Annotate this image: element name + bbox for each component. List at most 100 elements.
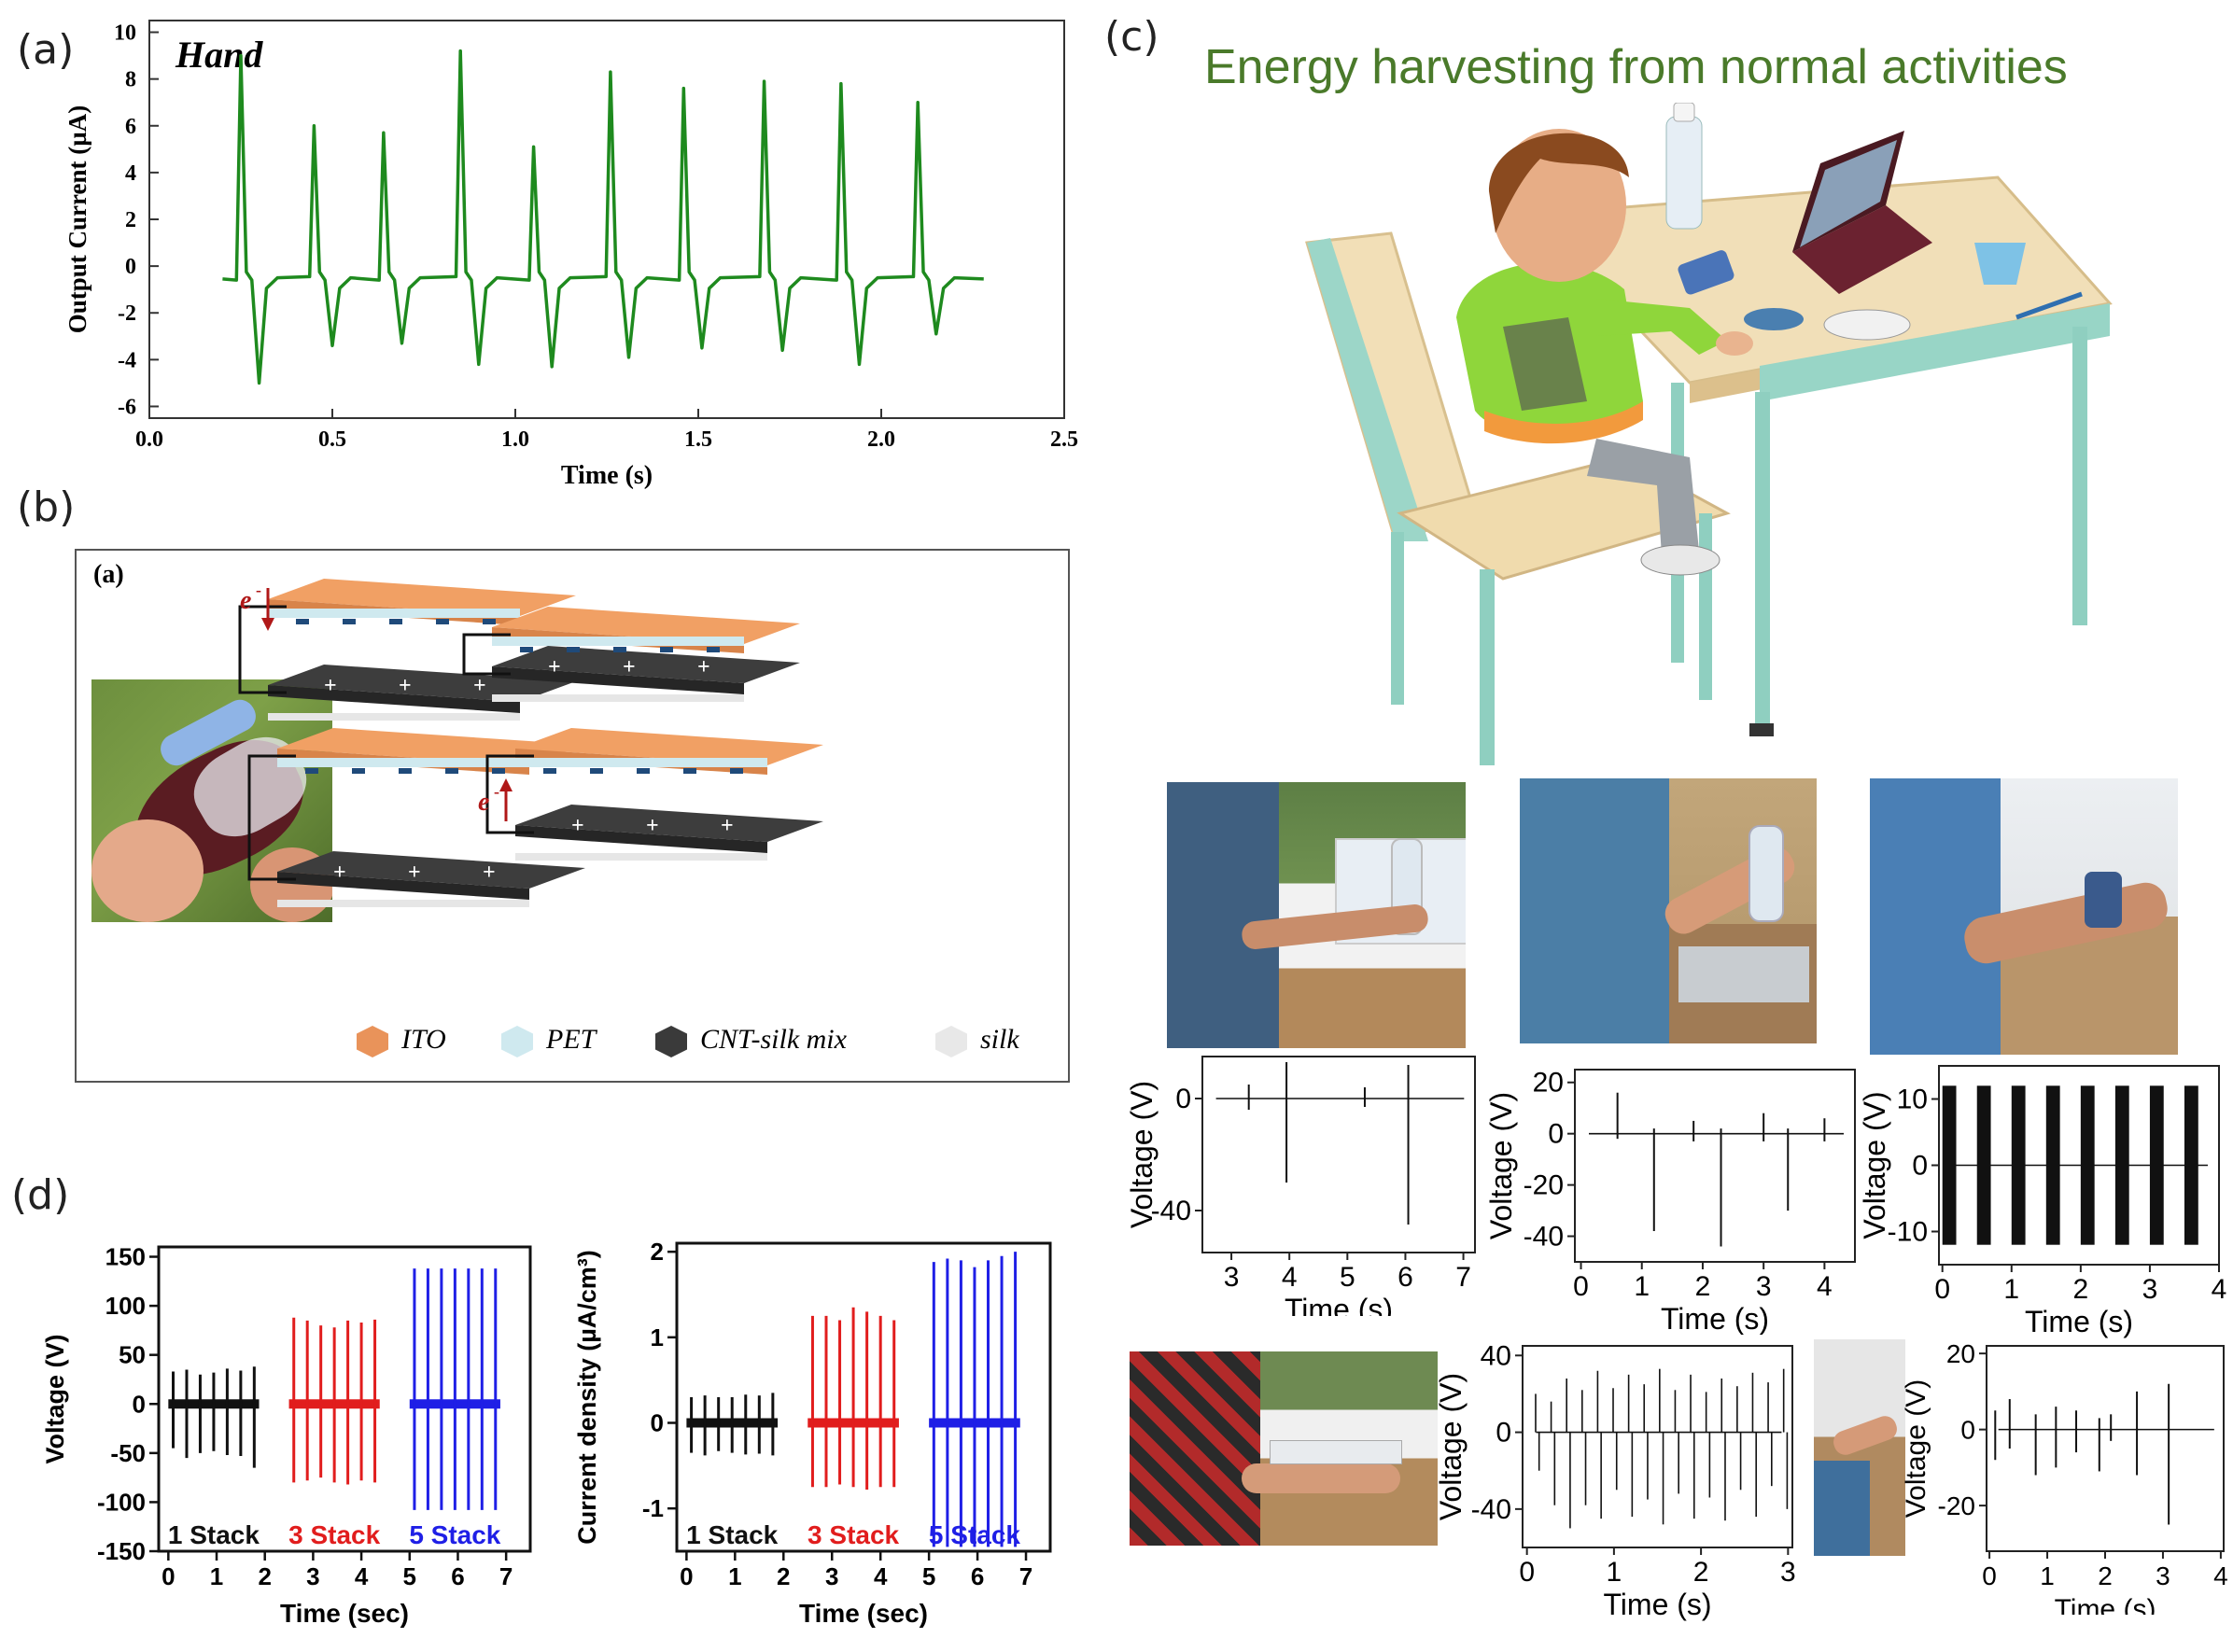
x-tick-label: 4	[1817, 1271, 1833, 1302]
positive-charge: +	[571, 814, 584, 838]
positive-charge: +	[408, 861, 421, 885]
peak-point	[763, 79, 766, 83]
harvester-device	[1503, 317, 1587, 411]
positive-charge: +	[548, 655, 561, 679]
negative-charge	[445, 768, 458, 774]
pet-layer	[492, 637, 744, 646]
cnt-silk-layer-edge	[277, 872, 529, 900]
panel-b-sublabel: (a)	[93, 560, 124, 589]
laptop-base	[1792, 205, 1932, 294]
peak-point	[382, 131, 386, 134]
y-tick-label: -20	[1938, 1491, 1975, 1520]
x-tick-label: 0	[162, 1562, 175, 1590]
panel-c-title: Energy harvesting from normal activities	[1204, 40, 2068, 94]
x-axis-label: Time (sec)	[799, 1599, 928, 1628]
negative-charge	[707, 647, 720, 652]
ito-layer-top	[268, 579, 576, 616]
x-tick-label: 2	[2073, 1274, 2089, 1305]
pet-layer	[268, 609, 520, 618]
y-tick-label: -40	[1471, 1494, 1511, 1525]
y-tick-label: 10	[1897, 1085, 1928, 1115]
x-axis-label: Time (s)	[1603, 1588, 1711, 1621]
peak-point	[681, 87, 685, 91]
voltage-burst	[1976, 1085, 1991, 1245]
y-tick-label: -40	[1524, 1222, 1564, 1253]
x-tick-label: 1	[1634, 1271, 1650, 1302]
triboelectric-cycle-diagram: + + ++ + ++ + ++ + +e -e -	[238, 579, 823, 907]
positive-charge: +	[324, 674, 337, 698]
y-tick-label: 0	[1175, 1084, 1191, 1114]
x-axis-label: Time (s)	[1661, 1302, 1769, 1335]
x-tick-label: 2	[258, 1562, 271, 1590]
y-tick-label: -2	[118, 301, 136, 326]
positive-charge: +	[646, 814, 659, 838]
cnt-silk-layer-top	[515, 805, 823, 842]
ito-swatch-icon	[357, 1026, 388, 1057]
cnt-silk-layer-top	[492, 646, 800, 683]
photo-typing	[1130, 1351, 1438, 1546]
chair-leg	[1480, 569, 1495, 765]
y-tick-label: -150	[97, 1537, 146, 1565]
x-tick-label: 6	[1397, 1262, 1413, 1293]
panel-a-label: (a)	[17, 26, 75, 74]
y-tick-label: 150	[105, 1243, 146, 1271]
x-tick-label: 0	[680, 1562, 693, 1590]
harvester-belt	[1484, 401, 1643, 444]
peak-point	[312, 124, 316, 128]
y-axis-label: Voltage (V)	[1130, 1081, 1159, 1228]
y-tick-label: 0	[1548, 1119, 1564, 1150]
negative-charge	[343, 619, 356, 624]
negative-charge	[389, 619, 402, 624]
pet-layer	[515, 758, 767, 767]
negative-charge	[483, 619, 496, 624]
cnt-silk-swatch-icon	[655, 1026, 687, 1057]
student-desk-illustration	[1305, 103, 2113, 765]
desk-leg	[1755, 392, 1770, 728]
x-tick-label: 2	[1695, 1271, 1711, 1302]
positive-charge: +	[483, 861, 496, 885]
negative-charge	[590, 768, 603, 774]
plot-frame	[1986, 1345, 2225, 1552]
negative-charge	[436, 619, 449, 624]
legend-silk-label: silk	[980, 1024, 1019, 1055]
x-tick-label: 4	[355, 1562, 369, 1590]
y-tick-label: 40	[1481, 1340, 1511, 1371]
series-label: 1 Stack	[168, 1520, 260, 1549]
y-tick-label: 0	[125, 255, 136, 279]
laptop-display	[1800, 140, 1897, 247]
ito-layer-top	[515, 728, 823, 765]
x-tick-label: 2	[2098, 1561, 2113, 1590]
negative-charge	[660, 647, 673, 652]
voltage-burst	[2184, 1085, 2198, 1245]
negative-charge	[730, 768, 743, 774]
cnt-silk-layer-edge	[492, 666, 744, 694]
y-axis-label: Voltage (V)	[1904, 1379, 1931, 1518]
x-tick-label: 4	[874, 1562, 888, 1590]
x-tick-label: 0	[1934, 1274, 1950, 1305]
desk-apron	[1760, 303, 2110, 401]
y-axis-label: Current density (µA/cm³)	[573, 1250, 601, 1545]
x-tick-label: 3	[2156, 1561, 2170, 1590]
y-tick-label: 100	[105, 1292, 146, 1320]
positive-charge: +	[473, 674, 486, 698]
phone	[1678, 250, 1734, 295]
x-tick-label: 2.0	[867, 427, 895, 452]
negative-charge	[683, 768, 696, 774]
x-tick-label: 1	[1607, 1557, 1622, 1588]
y-tick-label: 50	[119, 1341, 146, 1369]
x-tick-label: 0	[1982, 1561, 1997, 1590]
arrowhead-icon	[499, 778, 513, 791]
cnt-silk-layer-edge	[268, 685, 520, 713]
negative-charge	[305, 768, 318, 774]
cnt-silk-layer-top	[277, 851, 585, 889]
x-axis-label: Time (s)	[1285, 1293, 1393, 1316]
bottle-cap	[1673, 103, 1695, 122]
y-tick-label: 8	[125, 68, 136, 92]
voltage-chart-bottle-grab: 3 4 5 6 7 0 -40 Time (s) Voltage (V)	[1130, 1056, 1476, 1316]
y-axis-label: Voltage (V)	[1489, 1092, 1518, 1239]
y-tick-label: -40	[1151, 1196, 1191, 1226]
x-tick-label: 1	[2040, 1561, 2055, 1590]
x-tick-label: 6	[451, 1562, 464, 1590]
legend-cnt-silk-label: CNT-silk mix	[700, 1024, 847, 1055]
